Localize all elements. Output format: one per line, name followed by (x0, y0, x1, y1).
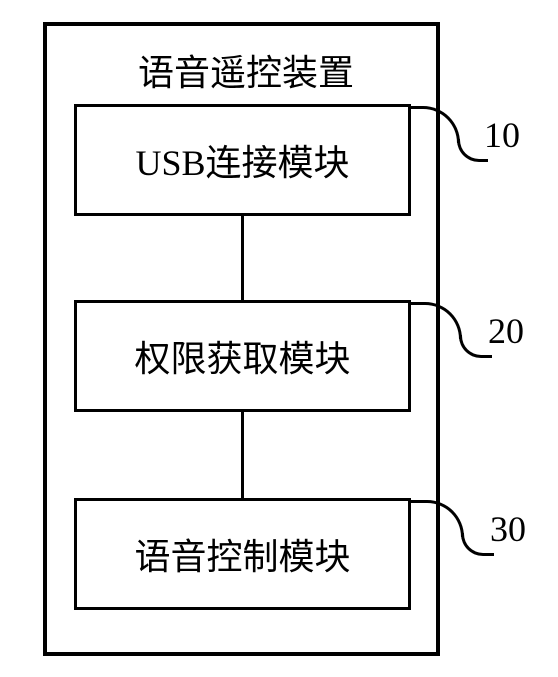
callout-number-auth: 20 (488, 310, 524, 352)
connector-1-2 (241, 216, 244, 300)
diagram-title: 语音遥控装置 (116, 44, 376, 96)
callout-curve-auth-a (411, 302, 462, 339)
module-auth-label: 权限获取模块 (134, 330, 350, 382)
callout-curve-voice-a (411, 500, 464, 537)
callout-number-voice: 30 (490, 508, 526, 550)
module-voice: 语音控制模块 (74, 498, 411, 610)
module-usb: USB连接模块 (74, 104, 411, 216)
connector-2-3 (241, 412, 244, 498)
diagram-canvas: 语音遥控装置 USB连接模块 权限获取模块 语音控制模块 10 20 30 (0, 0, 558, 677)
module-voice-label: 语音控制模块 (134, 528, 350, 580)
callout-curve-usb-a (411, 106, 460, 143)
module-auth: 权限获取模块 (74, 300, 411, 412)
callout-number-usb: 10 (484, 114, 520, 156)
module-usb-label: USB连接模块 (135, 134, 349, 186)
